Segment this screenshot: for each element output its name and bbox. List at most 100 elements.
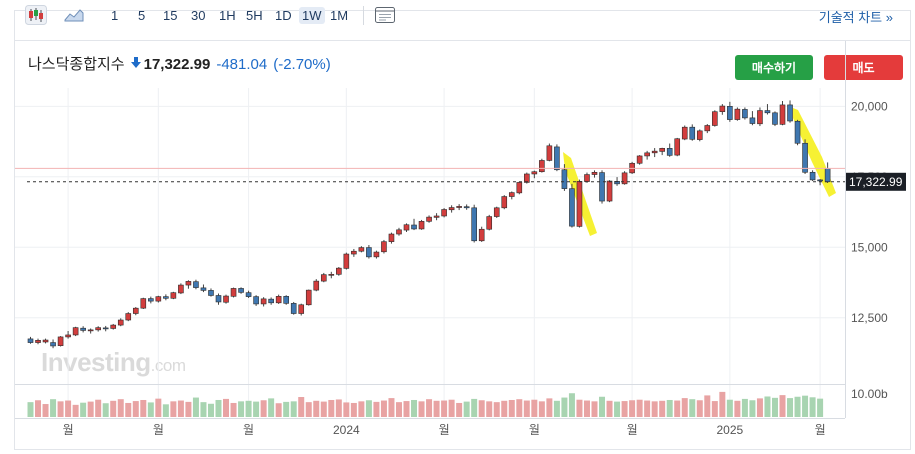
x-tick-label: 월 xyxy=(439,423,450,437)
candle-body xyxy=(148,298,154,302)
volume-bar xyxy=(674,400,681,417)
volume-bar xyxy=(162,404,169,417)
candle-body xyxy=(320,274,327,282)
interval-15[interactable]: 15 xyxy=(163,8,178,23)
volume-bar xyxy=(809,397,816,417)
interval-5[interactable]: 5 xyxy=(138,8,146,23)
volume-bar xyxy=(411,399,418,417)
volume-bar xyxy=(65,400,72,417)
volume-bar xyxy=(117,399,124,417)
volume-bar xyxy=(200,402,207,417)
volume-bar xyxy=(388,398,395,417)
candle-body xyxy=(508,192,515,197)
candle-body xyxy=(268,298,274,304)
volume-bar xyxy=(749,400,756,417)
volume-bar xyxy=(290,401,297,417)
candle-body xyxy=(742,109,748,119)
candle-body xyxy=(275,296,282,304)
volume-bar xyxy=(268,398,275,417)
interval-1w[interactable]: 1W xyxy=(299,7,325,24)
candle-body xyxy=(681,126,688,140)
x-tick-label: 월 xyxy=(529,423,540,437)
volume-bar xyxy=(817,398,824,417)
volume-bar xyxy=(343,402,350,417)
volume-bar xyxy=(771,397,778,417)
x-tick-label: 월 xyxy=(63,423,74,437)
buy-button[interactable]: 매수하기 xyxy=(735,55,813,80)
candle-body xyxy=(734,108,741,120)
candle-body xyxy=(794,120,801,144)
volume-bar xyxy=(711,401,718,417)
volume-bar xyxy=(215,399,222,417)
candle-body xyxy=(110,324,117,329)
volume-bar xyxy=(636,399,643,417)
candle-body xyxy=(651,150,658,154)
volume-bar xyxy=(756,398,763,417)
last-price-tag-label: 17,322.99 xyxy=(849,175,903,189)
x-tick-label: 월 xyxy=(627,423,638,437)
volume-bar xyxy=(621,401,628,417)
candle-body xyxy=(80,327,86,331)
sell-button[interactable]: 매도 xyxy=(824,55,903,80)
volume-bar xyxy=(335,399,342,417)
interval-5h[interactable]: 5H xyxy=(246,8,263,23)
volume-bar xyxy=(395,402,402,417)
candle-body xyxy=(471,207,477,242)
candle-body xyxy=(163,296,169,299)
candle-body xyxy=(351,250,357,255)
candle-body xyxy=(666,148,673,156)
volume-bar xyxy=(501,400,508,417)
volume-bar xyxy=(576,399,583,417)
candle-body xyxy=(719,105,726,112)
candle-body xyxy=(35,340,41,343)
indicator-panel-icon[interactable] xyxy=(374,5,396,25)
candle-body xyxy=(260,298,267,305)
volume-bar xyxy=(486,401,493,417)
volume-bar xyxy=(666,399,673,417)
candle-body xyxy=(381,241,387,253)
volume-bar xyxy=(787,398,794,417)
volume-bar xyxy=(719,391,726,417)
technical-chart-link[interactable]: 기술적 차트 » xyxy=(818,10,893,25)
reference-lines xyxy=(15,167,845,183)
candle-body xyxy=(57,336,64,346)
candle-body xyxy=(200,287,207,291)
volume-bars xyxy=(27,391,824,417)
volume-bar xyxy=(260,400,267,417)
volume-bar xyxy=(253,401,260,417)
volume-bar xyxy=(493,402,500,417)
volume-bar xyxy=(192,397,199,417)
candle-body xyxy=(117,319,124,326)
candle-body xyxy=(539,160,545,173)
volume-bar xyxy=(328,399,335,417)
candle-body xyxy=(531,171,538,175)
candlestick-type-icon[interactable] xyxy=(25,5,47,25)
volume-bar xyxy=(463,401,470,417)
interval-1m[interactable]: 1M xyxy=(330,8,349,23)
interval-1[interactable]: 1 xyxy=(111,8,119,23)
candle-body xyxy=(42,339,49,343)
x-tick-label: 월 xyxy=(815,423,826,437)
volume-bar xyxy=(95,399,102,417)
candle-body xyxy=(223,295,229,303)
interval-30[interactable]: 30 xyxy=(191,8,206,23)
volume-bar xyxy=(230,402,237,417)
candle-body xyxy=(576,181,583,227)
volume-bar xyxy=(629,400,636,417)
candle-body xyxy=(283,296,289,304)
volume-bar xyxy=(57,401,64,417)
candle-body xyxy=(554,146,560,171)
interval-1h[interactable]: 1H xyxy=(219,8,236,23)
candle-body xyxy=(546,145,553,161)
candle-body xyxy=(749,117,756,124)
area-chart-type-icon[interactable] xyxy=(63,5,85,25)
volume-bar xyxy=(50,399,57,417)
volume-bar xyxy=(764,396,771,417)
candle-body xyxy=(448,207,455,211)
interval-1d[interactable]: 1D xyxy=(275,8,292,23)
candle-body xyxy=(606,180,613,202)
candle-body xyxy=(712,111,718,126)
volume-bar xyxy=(508,399,515,417)
